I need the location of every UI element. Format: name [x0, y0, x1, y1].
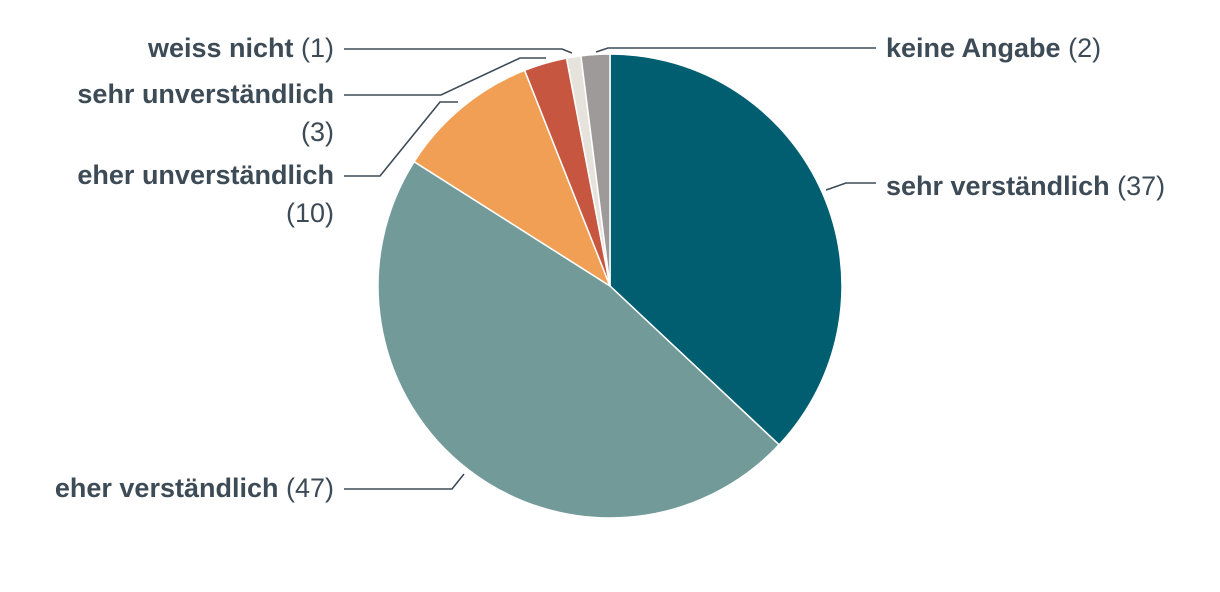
- slice-label-name: sehr unverständlich: [77, 79, 334, 109]
- pie-slice-eher-unverstaendlich: [413, 69, 612, 288]
- leader-line-eher-verstaendlich: [344, 473, 465, 490]
- pie-slice-eher-verstaendlich: [377, 160, 781, 519]
- leader-lines-layer: [344, 47, 876, 490]
- leader-line-weiss-nicht: [344, 48, 573, 54]
- slice-label-sehr-verstaendlich: sehr verständlich (37): [886, 171, 1165, 201]
- slice-label-name: keine Angabe: [886, 33, 1061, 63]
- leader-line-sehr-verstaendlich: [825, 182, 876, 191]
- leader-line-keine-angabe: [595, 47, 876, 53]
- slice-label-sehr-unverstaendlich-line-1: sehr unverständlich: [77, 79, 334, 109]
- slice-label-value: (47): [286, 473, 334, 503]
- slice-label-value: (37): [1117, 171, 1165, 201]
- slice-label-weiss-nicht: weiss nicht (1): [147, 33, 334, 63]
- pie-slice-sehr-verstaendlich: [609, 53, 843, 446]
- labels-layer: sehr verständlich (37) eher verständlich …: [55, 33, 1165, 503]
- slice-label-eher-unverstaendlich-line-1: eher unverständlich: [77, 160, 334, 190]
- pie-slice-keine-angabe: [580, 53, 611, 287]
- slices-layer: [377, 53, 843, 519]
- slice-label-name: sehr verständlich: [886, 171, 1110, 201]
- leader-line-sehr-unverstaendlich: [344, 57, 546, 96]
- slice-label-value: (3): [301, 117, 334, 147]
- slice-label-value: (10): [286, 198, 334, 228]
- slice-label-name: weiss nicht: [147, 33, 294, 63]
- slice-label-eher-unverstaendlich-line-2: (10): [286, 198, 334, 228]
- slice-label-keine-angabe: keine Angabe (2): [886, 33, 1101, 63]
- slice-label-eher-verstaendlich: eher verständlich (47): [55, 473, 334, 503]
- slice-label-value: (1): [301, 33, 334, 63]
- slice-label-name: eher unverständlich: [77, 160, 334, 190]
- slice-label-sehr-unverstaendlich-line-2: (3): [301, 117, 334, 147]
- slice-label-value: (2): [1068, 33, 1101, 63]
- leader-line-eher-unverstaendlich: [344, 101, 458, 177]
- slice-label-name: eher verständlich: [55, 473, 279, 503]
